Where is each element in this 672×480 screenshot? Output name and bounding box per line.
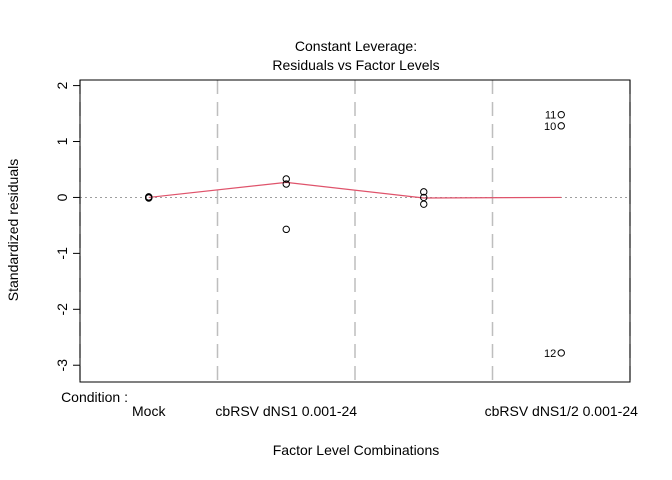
data-point [420, 188, 428, 196]
plot-frame [79, 79, 631, 383]
point-label: 12 [544, 348, 556, 360]
x-category-label: cbRSV dNS1/2 0.001-24 [485, 403, 639, 419]
y-tick-label: 2 [54, 81, 70, 89]
y-tick-label: -1 [54, 247, 70, 260]
data-point [557, 110, 565, 119]
point-label: 11 [545, 110, 556, 122]
x-axis-label: Factor Level Combinations [273, 442, 440, 458]
x-category-label: cbRSV dNS1 0.001-24 [215, 403, 357, 419]
data-point [145, 194, 153, 202]
point-label: 10 [544, 121, 556, 133]
chart-title: Constant Leverage: [295, 38, 417, 54]
y-tick-label: -2 [54, 303, 70, 316]
chart-subtitle: Residuals vs Factor Levels [272, 57, 439, 73]
x-category-label: Mock [132, 403, 166, 419]
y-tick-label: 1 [54, 137, 70, 145]
data-point [282, 180, 290, 188]
data-point [282, 225, 290, 234]
data-point [557, 349, 565, 357]
smooth-line [148, 181, 562, 199]
y-tick-label: -3 [54, 359, 70, 372]
data-point [420, 200, 428, 208]
x-category-labels: Mock cbRSV dNS1 0.001-24 cbRSV dNS1/2 0.00… [132, 403, 638, 419]
y-axis: -3 -2 -1 0 1 2 [54, 81, 81, 372]
factor-label: Condition : [61, 389, 128, 405]
data-point [282, 175, 290, 183]
y-tick-label: 0 [54, 193, 70, 201]
y-axis-label: Standardized residuals [5, 159, 21, 301]
data-point [557, 122, 565, 130]
